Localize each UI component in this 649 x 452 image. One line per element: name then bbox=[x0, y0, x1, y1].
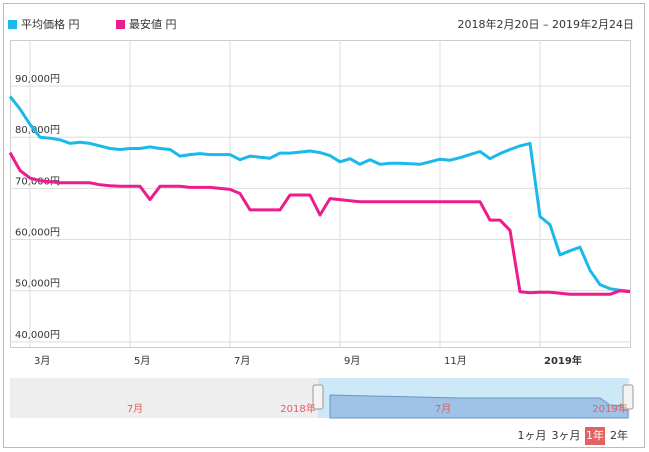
navigator-series bbox=[329, 394, 629, 419]
navigator-handle[interactable] bbox=[622, 384, 634, 410]
y-tick-label: 70,000円 bbox=[15, 176, 60, 187]
navigator-handle[interactable] bbox=[312, 384, 324, 410]
range-button[interactable]: 1ヶ月 bbox=[518, 429, 547, 442]
y-tick-label: 40,000円 bbox=[15, 330, 60, 341]
series-line bbox=[8, 95, 631, 293]
y-tick-label: 50,000円 bbox=[15, 279, 60, 290]
x-tick-label: 9月 bbox=[344, 355, 360, 367]
y-tick-label: 80,000円 bbox=[15, 125, 60, 136]
legend-entry: 平均価格 円 bbox=[21, 17, 80, 31]
x-tick-label: 3月 bbox=[34, 355, 50, 367]
x-tick-label: 7月 bbox=[234, 355, 250, 367]
range-button[interactable]: 1年 bbox=[586, 428, 604, 442]
y-tick-label: 90,000円 bbox=[15, 74, 60, 85]
navigator-label: 7月 bbox=[435, 403, 451, 415]
navigator-label: 2019年 bbox=[592, 402, 627, 415]
frame bbox=[3, 3, 645, 448]
plot-area bbox=[10, 40, 631, 348]
navigator-label: 7月 bbox=[127, 403, 143, 415]
range-button-selected[interactable] bbox=[585, 427, 605, 445]
x-tick-label: 11月 bbox=[444, 355, 467, 367]
legend-swatch bbox=[116, 20, 125, 29]
legend-swatch bbox=[8, 20, 17, 29]
navigator-label: 2018年 bbox=[280, 402, 315, 415]
y-tick-label: 60,000円 bbox=[15, 228, 60, 239]
range-button[interactable]: 3ヶ月 bbox=[552, 429, 581, 442]
date-range: 2018年2月20日 – 2019年2月24日 bbox=[458, 17, 634, 31]
range-button[interactable]: 2年 bbox=[610, 428, 628, 442]
legend-entry: 最安値 円 bbox=[129, 17, 177, 31]
series-line bbox=[8, 151, 631, 296]
x-tick-label: 2019年 bbox=[544, 354, 582, 367]
x-tick-label: 5月 bbox=[134, 355, 150, 367]
